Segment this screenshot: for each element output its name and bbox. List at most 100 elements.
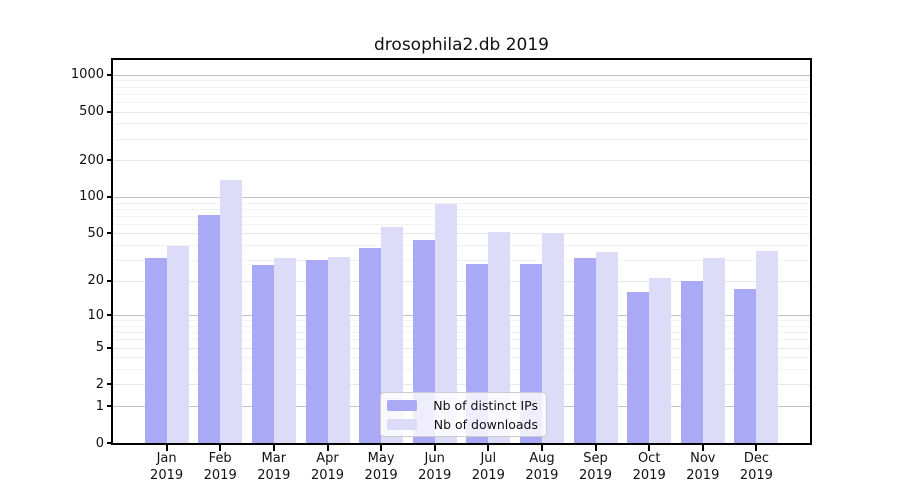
x-tick-label-jun: Jun 2019 [418,451,452,483]
plot-area [113,60,810,443]
y-tick-label-2: 2 [95,376,104,392]
x-tick-mark-jul [487,445,490,451]
gridline-minor [113,93,810,95]
x-tick-mark-sep [594,445,597,451]
gridline-100 [113,196,810,198]
gridline-minor [113,357,810,359]
x-tick-mark-jan [165,445,168,451]
x-tick-label-apr: Apr 2019 [310,451,345,483]
x-tick-mark-aug [540,445,543,451]
gridline-minor [113,123,810,125]
bar-mar-downloads [273,258,296,443]
bar-mar-ips [251,265,274,443]
legend-item-ips: Nb of distinct IPs [387,398,538,413]
y-tick-mark-200 [107,159,113,162]
gridline-minor [113,339,810,341]
y-tick-label-20: 20 [87,273,104,289]
legend: Nb of distinct IPs Nb of downloads [380,392,547,437]
y-tick-label-500: 500 [79,104,104,119]
x-tick-label-oct: Oct 2019 [632,451,666,483]
y-tick-label-50: 50 [87,225,104,241]
y-tick-mark-2 [107,383,113,386]
gridline-50 [113,233,810,235]
legend-item-downloads: Nb of downloads [387,417,538,432]
x-tick-mark-apr [326,445,329,451]
y-tick-label-200: 200 [79,152,104,168]
legend-label-ips: Nb of distinct IPs [433,397,538,413]
bar-jan-ips [144,258,167,443]
x-tick-mark-oct [648,445,651,451]
bar-may-ips [359,247,382,443]
y-tick-label-100: 100 [79,189,104,205]
legend-swatch-ips-icon [387,399,417,411]
bar-nov-downloads [702,258,725,443]
y-tick-label-1000: 1000 [70,67,104,83]
bar-jan-downloads [166,246,189,443]
x-tick-label-may: May 2019 [364,451,398,483]
gridline-minor [113,208,810,210]
gridline-minor [113,259,810,261]
gridline-20 [113,280,810,282]
x-tick-label-feb: Feb 2019 [203,451,237,483]
y-tick-mark-20 [107,279,113,282]
gridline-minor [113,215,810,217]
x-tick-label-dec: Dec 2019 [739,451,773,483]
x-tick-label-mar: Mar 2019 [257,451,291,483]
y-tick-label-0: 0 [95,435,104,451]
x-tick-label-jul: Jul 2019 [471,451,505,483]
y-tick-mark-0 [107,442,113,444]
gridline-minor [113,245,810,246]
bar-dec-downloads [756,250,779,443]
gridline-minor [113,325,810,327]
bar-sep-downloads [595,251,618,443]
bar-jul-downloads [488,232,511,443]
y-tick-mark-5 [107,346,113,349]
x-tick-label-sep: Sep 2019 [578,451,613,483]
bar-apr-ips [305,259,328,443]
chart-title: drosophila2.db 2019 [374,35,549,55]
gridline-minor [113,86,810,88]
bar-aug-downloads [541,233,564,443]
x-tick-label-nov: Nov 2019 [686,451,720,483]
gridline-minor [113,320,810,322]
x-tick-label-jan: Jan 2019 [150,451,184,483]
x-tick-mark-dec [755,445,758,451]
legend-label-downloads: Nb of downloads [433,416,538,432]
y-tick-mark-1000 [107,73,113,76]
bar-may-downloads [381,227,404,443]
legend-swatch-downloads-icon [387,418,417,430]
bar-sep-ips [573,258,596,443]
y-tick-mark-10 [107,314,113,317]
gridline-minor [113,202,810,204]
gridline-200 [113,160,810,162]
bar-feb-downloads [220,180,243,443]
y-tick-label-1: 1 [95,398,104,414]
gridline-minor [113,101,810,103]
gridline-minor [113,369,810,371]
y-tick-label-10: 10 [87,307,104,323]
gridline-500 [113,111,810,113]
y-tick-mark-1 [107,405,113,407]
x-tick-mark-jun [433,445,436,451]
x-tick-mark-may [380,445,383,451]
y-tick-mark-50 [107,232,113,235]
gridline-minor [113,138,810,140]
gridline-minor [113,80,810,82]
x-tick-mark-feb [219,445,222,451]
gridline-2 [113,384,810,386]
bar-dec-ips [734,288,757,443]
gridline-minor [113,223,810,225]
y-tick-label-5: 5 [95,340,104,355]
bar-nov-ips [680,280,703,443]
x-tick-mark-nov [701,445,704,451]
gridline-minor [113,332,810,334]
gridline-5 [113,347,810,349]
x-tick-label-aug: Aug 2019 [525,451,559,483]
y-tick-mark-100 [107,195,113,198]
bar-apr-downloads [327,256,350,443]
gridline-1000 [113,74,810,76]
gridline-10 [113,315,810,317]
y-tick-mark-500 [107,110,113,113]
bar-jun-downloads [434,203,457,443]
